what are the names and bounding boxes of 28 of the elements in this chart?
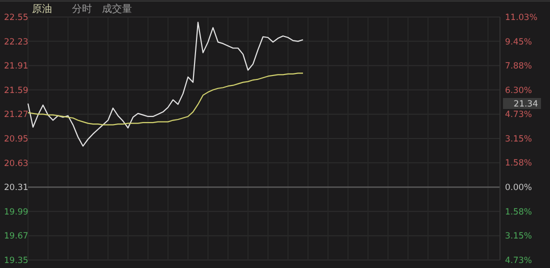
y-tick-label: 19.99 <box>4 207 28 218</box>
text: 21.34 <box>514 100 538 110</box>
text: 成交量 <box>102 3 132 15</box>
y-tick-label: 22.23 <box>4 37 28 48</box>
y2-tick-label: 9.45% <box>505 37 532 48</box>
y2-tick-label: 1.58% <box>505 207 532 218</box>
line-series <box>27 72 304 126</box>
y2-tick-label: 0.00% <box>505 183 532 194</box>
y2-tick-label: 7.88% <box>505 62 532 72</box>
y-tick-label: 20.63 <box>4 158 28 169</box>
y-tick-label: 21.59 <box>4 86 28 96</box>
y-tick-label: 21.27 <box>4 110 28 120</box>
y2-tick-label: 4.73% <box>505 256 532 266</box>
y-tick-label: 19.35 <box>4 256 28 266</box>
y-tick-label: 20.31 <box>4 183 28 194</box>
y2-tick-label: 3.15% <box>505 134 532 144</box>
y2-tick-label: 4.73% <box>505 110 532 120</box>
y-tick-label: 21.91 <box>4 62 28 72</box>
y2-tick-label: 3.15% <box>505 232 532 242</box>
line-series <box>27 22 304 147</box>
chart-title: 原油 <box>32 3 52 15</box>
y2-tick-label: 6.30% <box>505 86 532 96</box>
text: 分时 <box>72 3 92 15</box>
y-tick-label: 22.55 <box>4 13 28 23</box>
y-tick-label: 19.67 <box>4 232 28 242</box>
y-tick-label: 20.95 <box>4 134 28 144</box>
y2-tick-label: 1.58% <box>505 158 532 169</box>
y2-tick-label: 11.03% <box>505 13 538 23</box>
